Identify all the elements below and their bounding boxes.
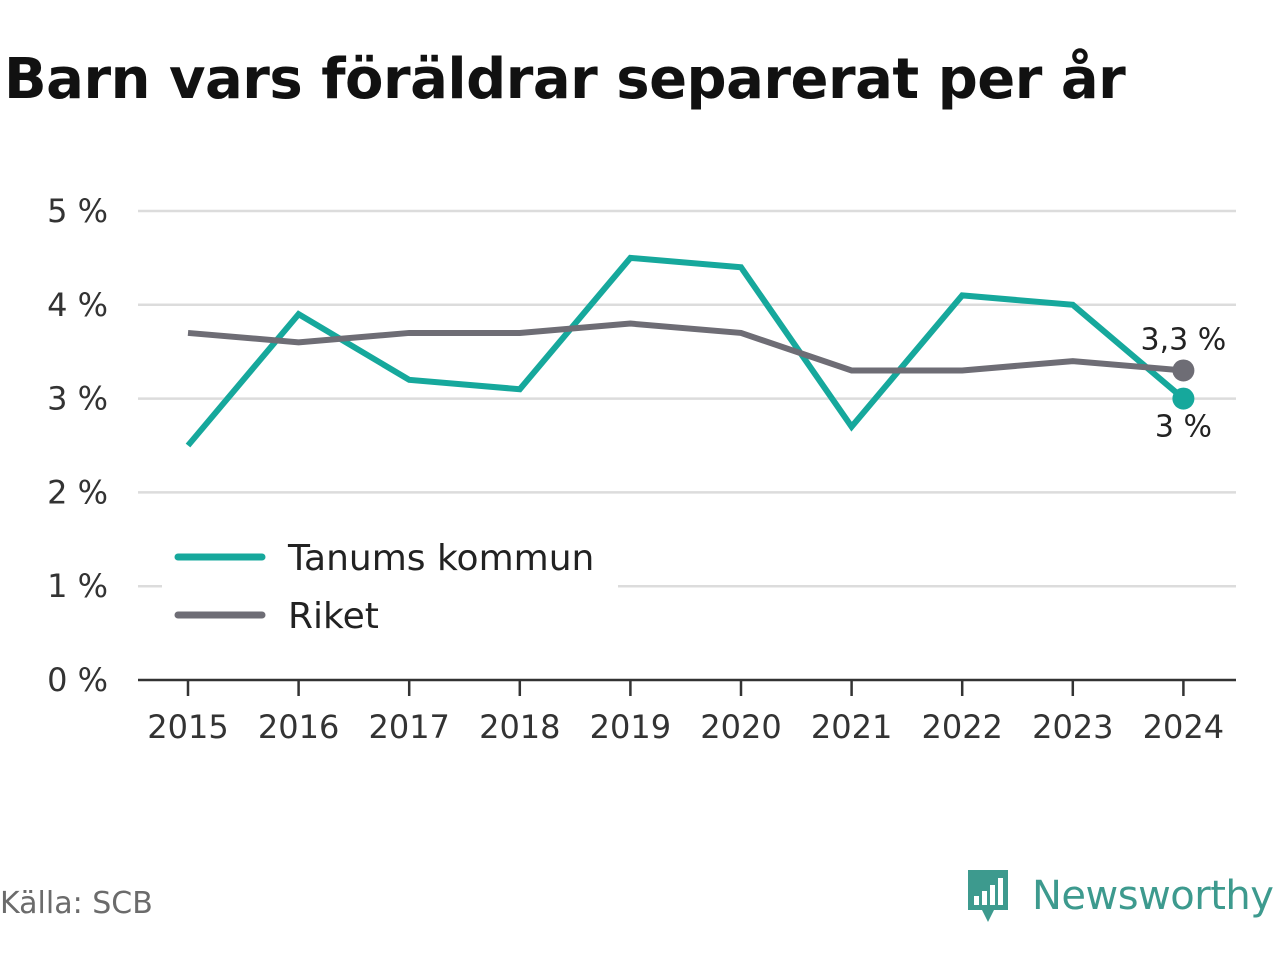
- source-note: Källa: SCB: [0, 886, 153, 921]
- y-tick-label: 3 %: [47, 380, 108, 418]
- y-axis-ticks: 0 % 1 % 2 % 3 % 4 % 5 %: [47, 192, 108, 699]
- end-label-tanums-kommun: 3 %: [1155, 410, 1212, 445]
- x-tick-label: 2018: [479, 708, 560, 746]
- x-tick-label: 2024: [1143, 708, 1224, 746]
- end-label-riket: 3,3 %: [1141, 322, 1227, 357]
- y-tick-label: 2 %: [47, 473, 108, 511]
- x-tick-label: 2017: [368, 708, 449, 746]
- x-tick-label: 2019: [590, 708, 671, 746]
- x-axis: 2015 2016 2017 2018 2019 2020 2021 2022 2023 2024: [138, 678, 1236, 746]
- newsworthy-icon: [968, 870, 1008, 922]
- brand-name: Newsworthy: [1032, 873, 1274, 919]
- x-tick-label: 2020: [700, 708, 781, 746]
- brand-logo: Newsworthy: [964, 864, 1274, 928]
- y-tick-label: 5 %: [47, 192, 108, 230]
- end-labels: 3,3 % 3 %: [1141, 322, 1227, 444]
- series-lines: [185, 254, 1195, 448]
- x-tick-label: 2022: [921, 708, 1002, 746]
- legend: Tanums kommun Riket: [162, 528, 618, 637]
- y-tick-label: 1 %: [47, 567, 108, 605]
- x-tick-label: 2023: [1032, 708, 1113, 746]
- y-tick-label: 0 %: [47, 661, 108, 699]
- end-point-tanums-kommun: [1172, 387, 1195, 410]
- x-tick-label: 2015: [147, 708, 228, 746]
- x-tick-label: 2021: [811, 708, 892, 746]
- legend-label-riket: Riket: [288, 596, 379, 637]
- end-point-riket: [1172, 359, 1195, 382]
- y-tick-label: 4 %: [47, 286, 108, 324]
- series-line-tanums-kommun: [185, 254, 1186, 448]
- x-tick-label: 2016: [258, 708, 339, 746]
- chart-title: Barn vars föräldrar separerat per år: [4, 47, 1126, 112]
- legend-label-tanums-kommun: Tanums kommun: [287, 538, 594, 579]
- series-line-riket: [187, 320, 1184, 374]
